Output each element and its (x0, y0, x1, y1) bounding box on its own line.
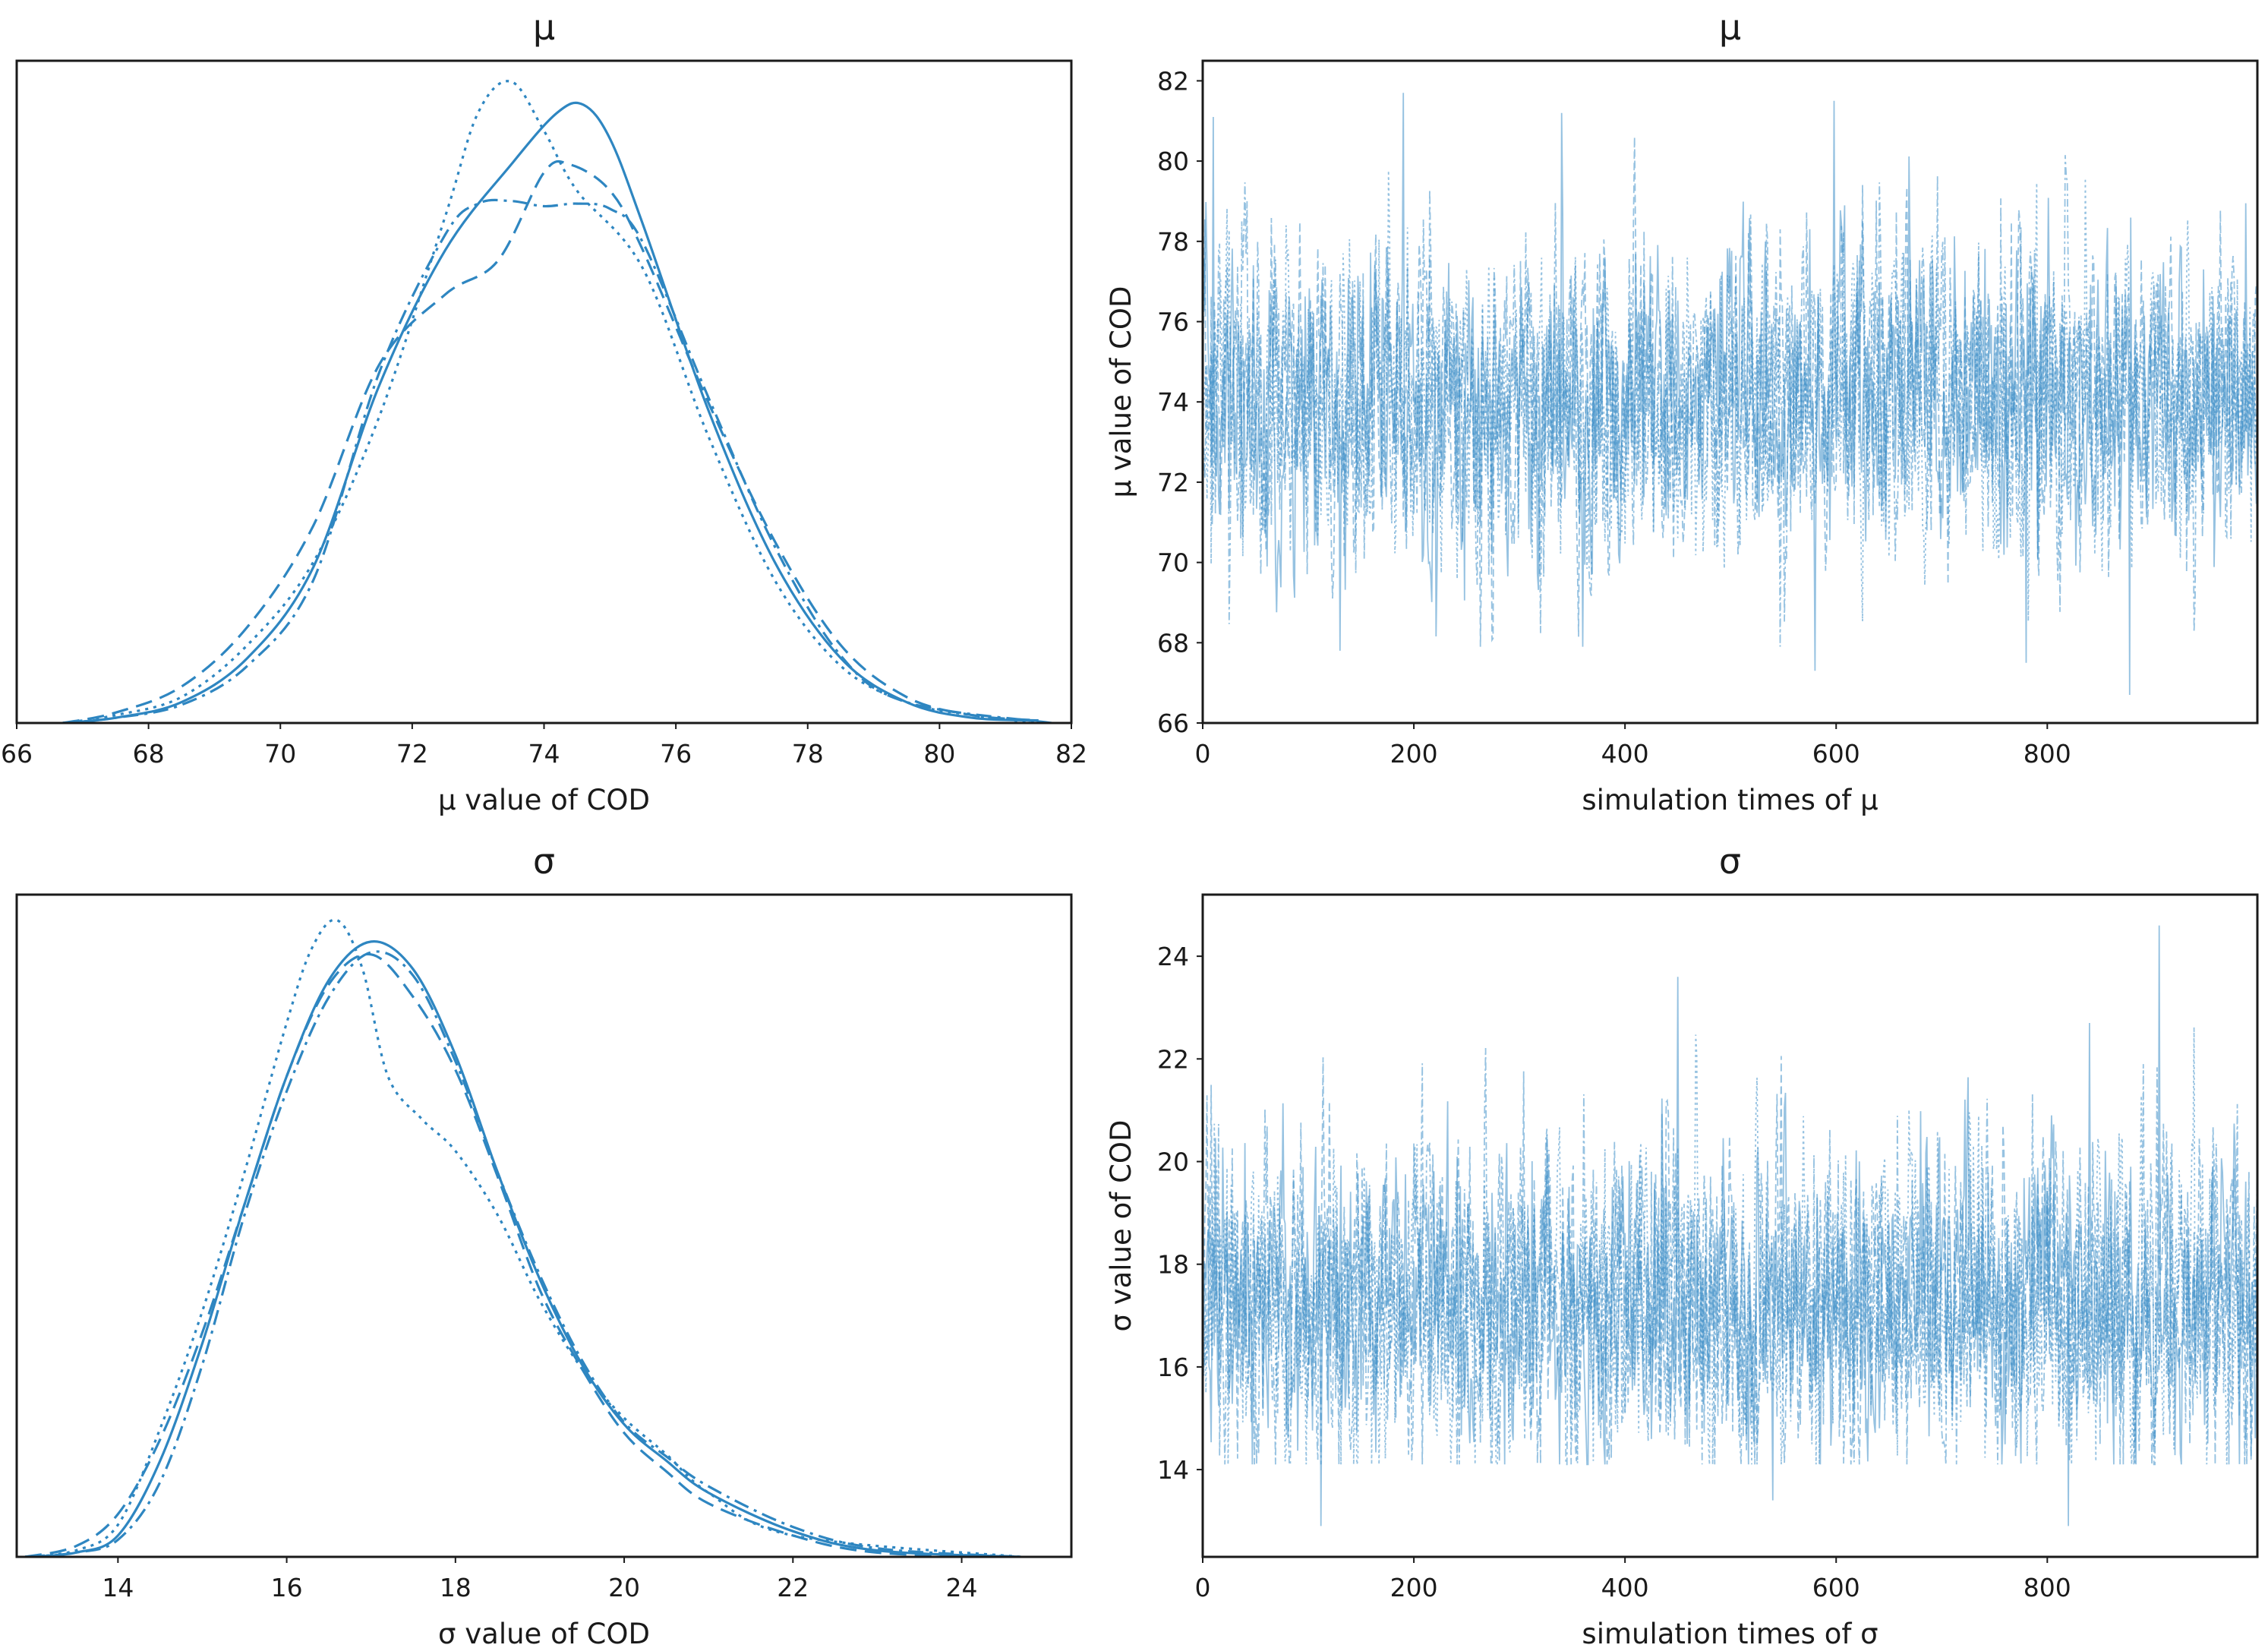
mu-trace-panel: μ 0 200 400 600 800 66 68 70 72 74 76 78 80 82 simulati… (1105, 7, 2259, 816)
mu-trace-ytick-label: 82 (1157, 66, 1189, 96)
sigma-trace-chain-4 (1203, 1047, 2257, 1466)
mu-trace-chain-1 (1203, 93, 2257, 696)
mu-kde-plot-area (62, 80, 1052, 723)
mu-kde-title: μ (533, 7, 555, 48)
mu-trace-axes-frame (1201, 59, 2259, 725)
sigma-trace-ytick-label: 16 (1157, 1353, 1189, 1382)
mu-kde-series-4 (62, 198, 1052, 723)
sigma-kde-xtick-label: 24 (946, 1573, 978, 1602)
sigma-kde-axes-frame (15, 893, 1073, 1558)
mu-kde-axes-frame (15, 59, 1073, 725)
mu-kde-xtick-label: 72 (396, 739, 428, 769)
sigma-trace-xtick-label: 600 (1812, 1573, 1860, 1602)
sigma-kde-xlabel: σ value of COD (438, 1618, 650, 1648)
mu-trace-xtick-label: 600 (1812, 739, 1860, 769)
mu-kde-series-2 (62, 159, 1039, 723)
mu-kde-series-3 (62, 80, 1039, 723)
sigma-trace-xtick-label: 800 (2024, 1573, 2071, 1602)
sigma-kde-series-4 (24, 950, 1021, 1557)
mu-kde-panel: μ 66 68 70 72 74 76 78 80 82 μ value of COD (1, 7, 1087, 816)
mu-trace-ytick-label: 66 (1157, 709, 1189, 738)
mu-trace-xlabel: simulation times of μ (1582, 784, 1878, 816)
sigma-trace-xlabel: simulation times of σ (1582, 1618, 1878, 1648)
sigma-kde-xtick-label: 20 (608, 1573, 640, 1602)
sigma-trace-title: σ (1719, 841, 1741, 882)
sigma-kde-xtick-label: 18 (440, 1573, 472, 1602)
sigma-kde-xtick-label: 16 (271, 1573, 303, 1602)
sigma-trace-xtick-label: 400 (1601, 1573, 1649, 1602)
sigma-kde-series-2 (24, 952, 1021, 1557)
mu-trace-xtick-label: 400 (1601, 739, 1649, 769)
sigma-kde-plot-area (24, 918, 1021, 1557)
mu-trace-ytick-label: 80 (1157, 147, 1189, 176)
mu-trace-xtick-label: 800 (2024, 739, 2071, 769)
sigma-trace-ytick-label: 20 (1157, 1148, 1189, 1177)
sigma-trace-xtick-label: 200 (1390, 1573, 1438, 1602)
mu-trace-xtick-label: 200 (1390, 739, 1438, 769)
mu-trace-plot-area (1203, 93, 2257, 696)
sigma-kde-xtick-label: 14 (102, 1573, 134, 1602)
mu-kde-xtick-label: 78 (792, 739, 824, 769)
mu-trace-ytick-label: 78 (1157, 227, 1189, 257)
sigma-trace-ytick-label: 24 (1157, 942, 1189, 971)
mu-trace-ylabel: μ value of COD (1105, 286, 1137, 498)
sigma-kde-xtick-label: 22 (777, 1573, 809, 1602)
mu-trace-xtick-label: 0 (1195, 739, 1211, 769)
mu-trace-title: μ (1719, 7, 1741, 48)
mu-kde-xtick-label: 68 (133, 739, 165, 769)
mu-kde-xtick-label: 82 (1055, 739, 1087, 769)
mu-trace-ytick-label: 68 (1157, 628, 1189, 658)
sigma-trace-chain-2 (1203, 1056, 2257, 1465)
sigma-kde-title: σ (533, 841, 555, 882)
mu-trace-ytick-label: 74 (1157, 387, 1189, 417)
mu-trace-ytick-label: 70 (1157, 548, 1189, 578)
mu-kde-xtick-label: 66 (1, 739, 33, 769)
sigma-trace-ytick-label: 14 (1157, 1455, 1189, 1485)
sigma-kde-series-3 (24, 918, 1021, 1557)
mu-kde-xlabel: μ value of COD (438, 784, 650, 816)
mu-trace-ytick-label: 76 (1157, 308, 1189, 337)
mu-kde-xtick-label: 76 (660, 739, 692, 769)
sigma-trace-chain-3 (1203, 1027, 2257, 1466)
mu-kde-xtick-label: 80 (923, 739, 955, 769)
mu-kde-xtick-label: 70 (264, 739, 296, 769)
mu-trace-ytick-label: 72 (1157, 468, 1189, 497)
mu-kde-xtick-label: 74 (528, 739, 560, 769)
sigma-trace-ytick-label: 22 (1157, 1044, 1189, 1074)
sigma-trace-ytick-label: 18 (1157, 1250, 1189, 1280)
sigma-trace-ylabel: σ value of COD (1105, 1120, 1137, 1332)
sigma-trace-xtick-label: 0 (1195, 1573, 1211, 1602)
sigma-trace-plot-area (1203, 925, 2257, 1526)
mu-trace-chain-3 (1203, 170, 2257, 622)
mu-trace-chain-2 (1203, 137, 2257, 647)
sigma-kde-panel: σ 14 16 18 20 22 24 σ value of COD (15, 841, 1073, 1648)
sigma-kde-series-1 (24, 940, 1021, 1557)
sigma-trace-axes-frame (1201, 893, 2259, 1558)
sigma-trace-panel: σ 0 200 400 600 800 14 16 18 20 22 24 simulation tim… (1105, 841, 2259, 1648)
mu-kde-series-1 (62, 101, 1039, 723)
